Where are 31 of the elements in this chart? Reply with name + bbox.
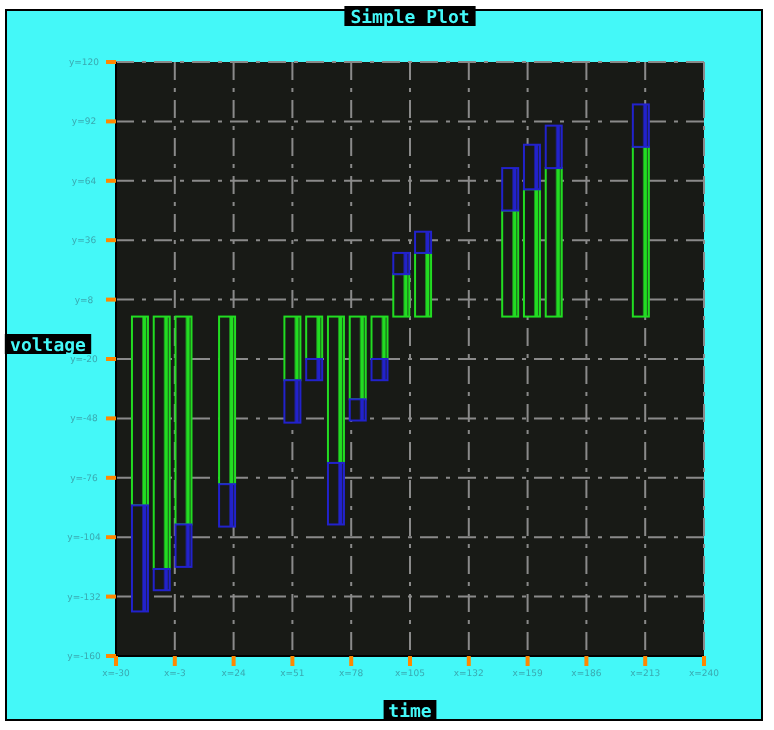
- bar: [414, 230, 433, 254]
- bar: [348, 398, 367, 422]
- bar: [501, 209, 520, 318]
- chart-title: Simple Plot: [350, 7, 470, 29]
- bar: [370, 358, 389, 382]
- bar: [305, 358, 324, 382]
- bar: [414, 251, 433, 318]
- bar: [522, 188, 541, 318]
- bar: [283, 315, 302, 382]
- bar: [218, 483, 237, 528]
- bar: [348, 315, 367, 401]
- y-axis-title: voltage: [10, 337, 88, 357]
- bar: [152, 568, 171, 592]
- bar: [522, 143, 541, 191]
- bar: [130, 504, 149, 613]
- x-axis-title: time: [388, 701, 433, 723]
- bar: [152, 315, 171, 571]
- bar: [174, 523, 193, 568]
- bar: [174, 315, 193, 526]
- bar: [631, 145, 650, 318]
- bar: [631, 103, 650, 148]
- bar: [544, 167, 563, 318]
- bar: [392, 251, 411, 276]
- bar: [130, 315, 149, 507]
- bar: [544, 124, 563, 170]
- bar: [326, 315, 345, 464]
- bar: [218, 315, 237, 486]
- bar: [283, 379, 302, 424]
- bar: [501, 167, 520, 212]
- bar: [305, 315, 324, 360]
- bar: [326, 461, 345, 526]
